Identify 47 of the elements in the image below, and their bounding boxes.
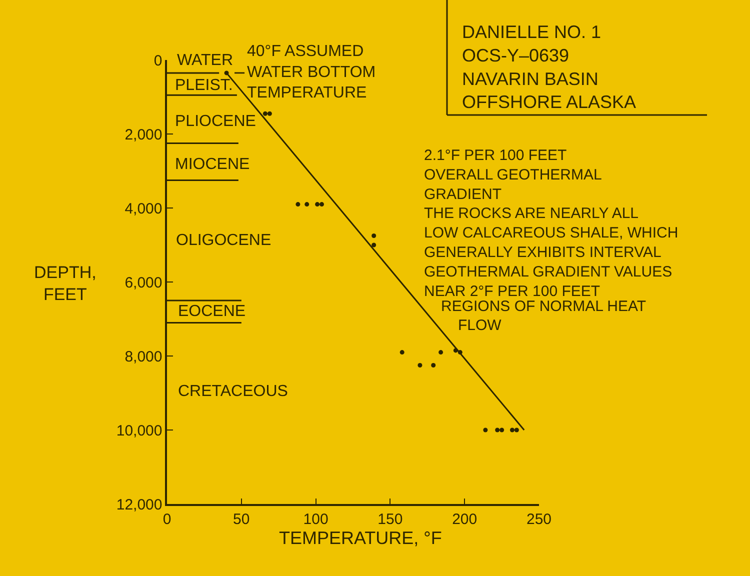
annotation: WATER xyxy=(177,52,233,69)
point xyxy=(296,202,300,207)
point xyxy=(453,348,458,353)
point xyxy=(500,428,504,432)
point xyxy=(438,350,444,355)
y-tick-label: 2,000 xyxy=(124,126,162,144)
annotation: FLOW xyxy=(458,317,502,334)
y-tick-label: 8,000 xyxy=(124,348,162,366)
point xyxy=(372,242,376,248)
annotation: THE ROCKS ARE NEARLY ALL LOW CALCAREOUS SHALE, WHICH GENERALLY EXHIBITS INTERVAL GEOTHERMAL GRADIENT VALUES NEAR 2°F PER 100 FEET xyxy=(424,205,678,300)
point xyxy=(262,111,268,116)
point xyxy=(495,428,500,432)
x-tick-label: 150 xyxy=(378,510,403,528)
x-tick-label: 100 xyxy=(303,510,328,528)
x-tick-label: 50 xyxy=(233,510,250,528)
point xyxy=(431,363,436,368)
x-tick-label: 250 xyxy=(526,510,552,528)
point xyxy=(304,202,310,207)
y-tick-label: 10,000 xyxy=(116,422,162,440)
y-tick-label: 12,000 xyxy=(116,496,162,514)
annotation: MIOCENE xyxy=(175,156,250,173)
y-tick-label: 4,000 xyxy=(124,200,162,218)
point xyxy=(458,350,462,355)
point xyxy=(483,428,488,432)
chart-title: DANIELLE NO. 1 OCS-Y–0639 NAVARIN BASIN OFFSHORE ALASKA xyxy=(462,22,636,112)
point xyxy=(267,111,272,116)
y-tick-label: 6,000 xyxy=(124,274,162,292)
annotation: CRETACEOUS xyxy=(178,383,288,400)
point xyxy=(224,70,229,76)
point xyxy=(400,350,404,355)
annotation: 2.1°F PER 100 FEET OVERALL GEOTHERMAL GRADIENT xyxy=(424,147,602,203)
point xyxy=(372,234,376,238)
annotation: PLEIST. xyxy=(175,77,233,94)
x-tick-label: 200 xyxy=(452,510,478,528)
y-tick-label: 0 xyxy=(154,52,162,70)
annotation: OLIGOCENE xyxy=(176,232,272,249)
annotation: PLIOCENE xyxy=(175,113,256,130)
point xyxy=(510,428,514,432)
point xyxy=(315,202,320,207)
annotation: 40°F ASSUMED WATER BOTTOM TEMPERATURE xyxy=(247,43,376,102)
x-axis-title: TEMPERATURE, °F xyxy=(279,528,442,548)
point xyxy=(514,428,519,432)
annotation: EOCENE xyxy=(178,303,246,320)
annotation: REGIONS OF NORMAL HEAT xyxy=(441,298,646,315)
y-axis-title: DEPTH, FEET xyxy=(34,263,96,304)
point xyxy=(320,202,324,207)
point xyxy=(418,363,422,368)
